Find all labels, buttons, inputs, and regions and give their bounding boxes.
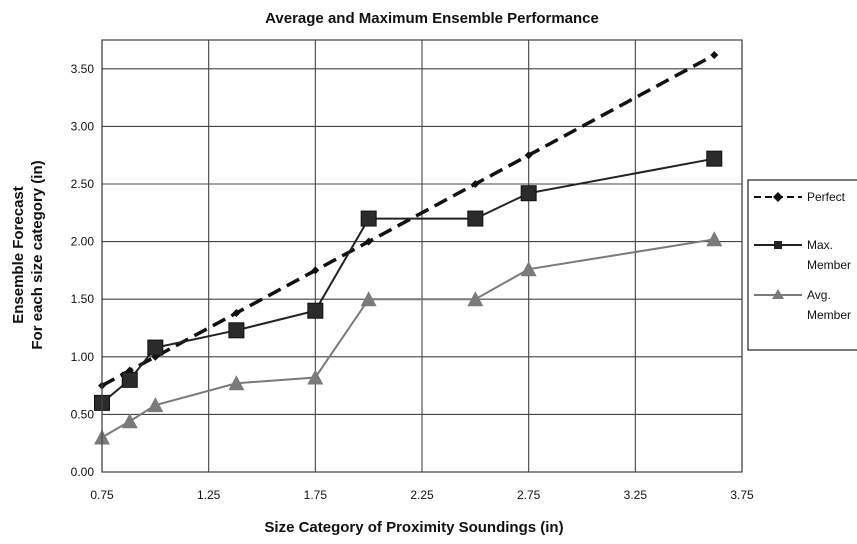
perfect-point — [364, 237, 373, 246]
max-member-point — [307, 302, 324, 319]
legend-label-perfect: Perfect — [807, 190, 846, 204]
avg-member-point — [228, 375, 245, 391]
chart-title: Average and Maximum Ensemble Performance — [265, 10, 599, 27]
perfect-point — [232, 309, 241, 318]
legend-label-max-line1: Max. — [807, 238, 833, 252]
y-tick-labels: 0.00 0.50 1.00 1.50 2.00 2.50 3.00 3.50 — [71, 62, 95, 479]
x-axis-label: Size Category of Proximity Soundings (in… — [264, 519, 563, 536]
avg-member-point — [121, 413, 138, 429]
max-member-point — [360, 210, 377, 227]
y-tick-label: 3.00 — [71, 119, 95, 133]
max-member-point — [520, 185, 537, 202]
perfect-point — [710, 50, 719, 59]
legend-marker-square — [774, 241, 782, 249]
legend-marker-diamond — [773, 192, 783, 202]
plot-border — [101, 39, 743, 473]
y-axis-label-line2: For each size category (in) — [29, 160, 46, 349]
grid — [101, 40, 743, 473]
x-tick-label: 0.75 — [90, 488, 114, 502]
y-tick-label: 1.00 — [71, 350, 95, 364]
y-tick-label: 2.00 — [71, 235, 95, 249]
legend-box — [747, 179, 857, 351]
series-line-0 — [101, 53, 716, 388]
max-member-point — [147, 339, 164, 356]
avg-member-point — [147, 397, 164, 413]
legend-label-avg-line1: Avg. — [807, 288, 831, 302]
y-tick-label: 2.50 — [71, 177, 95, 191]
perfect-point — [524, 151, 533, 160]
perfect-point — [311, 266, 320, 275]
y-tick-label: 0.50 — [71, 407, 95, 421]
max-member-point — [706, 150, 723, 167]
x-tick-label: 1.75 — [304, 488, 328, 502]
perfect-point — [471, 180, 480, 188]
series-group — [94, 50, 723, 445]
y-tick-label: 3.50 — [71, 62, 95, 76]
series-line-1 — [101, 157, 715, 404]
series-line-2 — [101, 238, 715, 439]
avg-member-point — [307, 369, 324, 385]
max-member-point — [228, 322, 245, 339]
x-tick-labels: 0.75 1.25 1.75 2.25 2.75 3.25 3.75 — [90, 488, 754, 502]
legend-label-max-line2: Member — [807, 258, 851, 272]
x-tick-label: 3.75 — [730, 488, 754, 502]
x-tick-label: 3.25 — [624, 488, 648, 502]
x-tick-label: 2.25 — [410, 488, 434, 502]
x-tick-label: 1.25 — [197, 488, 221, 502]
y-tick-label: 0.00 — [71, 465, 95, 479]
avg-member-point — [706, 231, 723, 247]
y-tick-label: 1.50 — [71, 292, 95, 306]
avg-member-point — [467, 291, 484, 307]
legend: Perfect Max. Member Avg. Member — [747, 179, 857, 351]
max-member-point — [467, 210, 484, 227]
x-tick-label: 2.75 — [517, 488, 541, 502]
avg-member-point — [360, 291, 377, 307]
avg-member-point — [520, 261, 537, 277]
legend-marker-triangle — [772, 289, 784, 299]
y-axis-label-line1: Ensemble Forecast — [10, 186, 27, 324]
max-member-point — [121, 371, 138, 388]
legend-label-avg-line2: Member — [807, 308, 851, 322]
